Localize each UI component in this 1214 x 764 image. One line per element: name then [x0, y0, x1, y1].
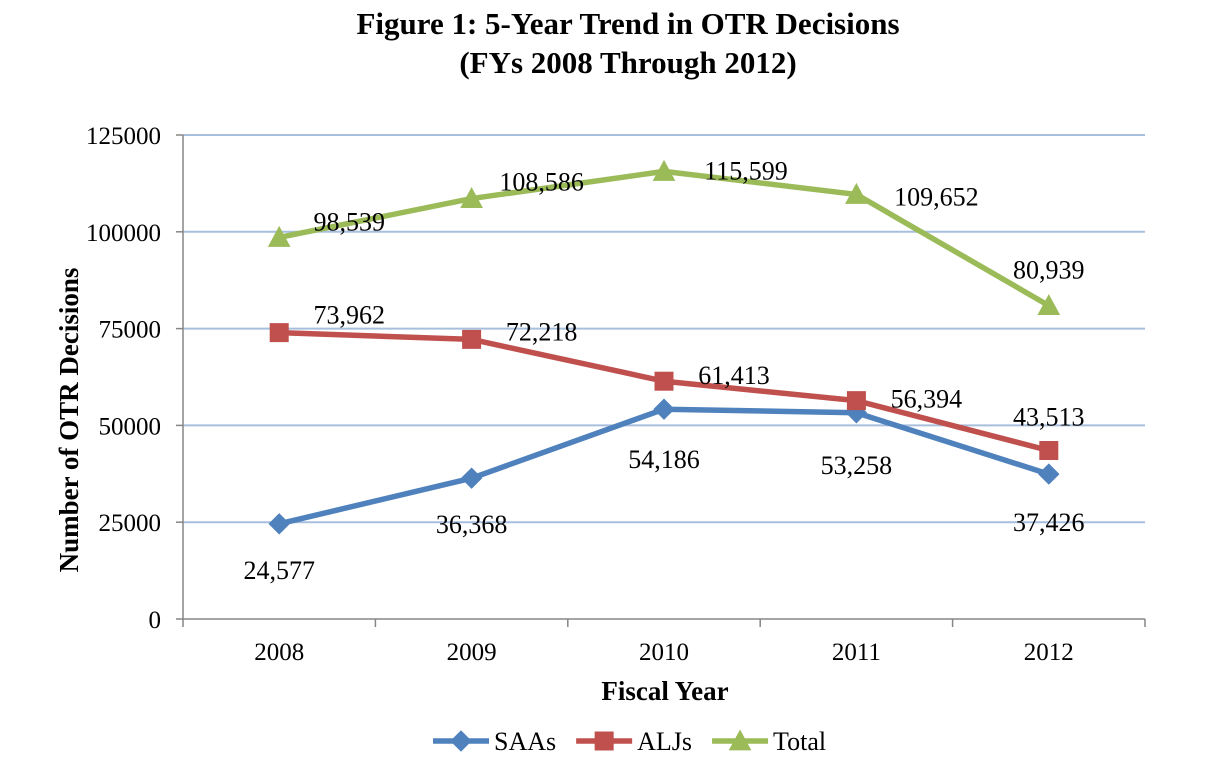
data-point-total: [460, 187, 483, 208]
y-tick-label: 125000: [86, 123, 161, 150]
data-label-aljs: 56,394: [891, 385, 963, 414]
chart-title-line2: (FYs 2008 Through 2012): [459, 45, 796, 80]
legend-marker-aljs: [594, 731, 614, 751]
data-label-total: 109,652: [894, 182, 979, 211]
series-lines: [267, 159, 1061, 535]
data-label-total: 108,586: [499, 168, 584, 197]
legend-label-aljs: ALJs: [637, 727, 692, 756]
y-axis-title: Number of OTR Decisions: [54, 268, 84, 573]
data-label-saas: 24,577: [243, 556, 315, 585]
legend-label-total: Total: [773, 727, 826, 756]
y-tick-label: 25000: [99, 510, 162, 537]
data-label-saas: 54,186: [628, 445, 700, 474]
data-point-aljs: [654, 371, 674, 391]
legend-label-saas: SAAs: [494, 727, 556, 756]
data-label-total: 98,539: [313, 207, 385, 236]
data-label-saas: 36,368: [436, 510, 508, 539]
data-label-aljs: 72,218: [506, 317, 578, 346]
y-tick-label: 75000: [99, 317, 162, 344]
y-tick-label: 100000: [86, 220, 161, 247]
data-point-aljs: [462, 329, 482, 349]
data-labels: 24,577 36,368 54,186 53,258 37,426 73,962 72,2…: [243, 156, 1084, 584]
data-point-total: [1037, 294, 1061, 316]
data-label-saas: 37,426: [1013, 508, 1085, 537]
data-label-aljs: 73,962: [313, 301, 385, 330]
data-point-saas: [1038, 463, 1060, 485]
data-point-aljs: [1039, 441, 1059, 461]
y-tick-label: 50000: [99, 413, 162, 440]
data-point-total: [652, 159, 676, 181]
y-tick-label: 0: [149, 607, 162, 634]
data-point-aljs: [269, 323, 289, 343]
x-tick-label: 2008: [254, 639, 304, 666]
x-tick-label: 2011: [832, 639, 881, 666]
data-point-saas: [460, 467, 483, 489]
data-label-saas: 53,258: [821, 451, 893, 480]
data-point-total: [267, 225, 291, 247]
data-label-total: 80,939: [1013, 256, 1085, 285]
x-tick-label: 2009: [447, 639, 497, 666]
y-tick-labels: 0 25000 50000 75000 100000 125000: [86, 123, 161, 634]
data-point-saas: [268, 513, 290, 535]
x-tick-labels: 2008 2009 2010 2011 2012: [254, 639, 1074, 666]
chart-title-line1: Figure 1: 5-Year Trend in OTR Decisions: [356, 6, 899, 41]
data-point-aljs: [846, 391, 866, 411]
x-axis-title: Fiscal Year: [601, 676, 728, 706]
data-point-total: [845, 182, 868, 204]
gridlines: [183, 134, 1145, 524]
legend-marker-total: [728, 729, 752, 751]
data-label-aljs: 61,413: [698, 361, 770, 390]
data-label-total: 115,599: [704, 156, 788, 185]
x-tick-label: 2010: [639, 639, 689, 666]
data-label-aljs: 43,513: [1013, 403, 1085, 432]
legend-marker-saas: [450, 730, 472, 752]
legend: SAAs ALJs Total: [433, 727, 826, 756]
x-tick-label: 2012: [1024, 639, 1074, 666]
axes: [176, 134, 1146, 627]
data-point-saas: [653, 398, 675, 420]
